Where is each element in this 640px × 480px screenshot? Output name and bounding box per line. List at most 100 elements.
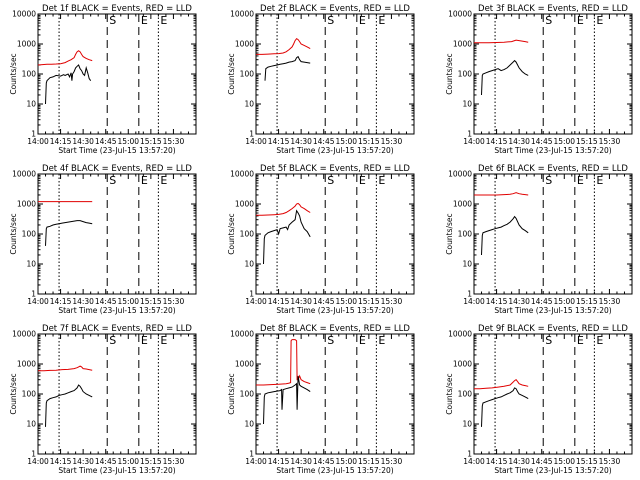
- y-tick-label: 10000: [12, 170, 36, 179]
- x-tick-label: 14:45: [531, 297, 553, 306]
- chart-panel: Det 6f BLACK = Events, RED = LLD 1 10 100 10…: [445, 164, 633, 315]
- x-tick-label: 14:00: [245, 457, 267, 466]
- x-axis-label: Start Time (23-Jul-15 13:57:20): [58, 146, 175, 155]
- x-tick-label: 14:30: [290, 297, 312, 306]
- x-tick-label: 15:00: [553, 137, 575, 146]
- y-tick-label: 10: [26, 100, 36, 109]
- events-series-line: [264, 55, 311, 81]
- marker-label: S: [109, 174, 116, 187]
- x-tick-label: 14:15: [268, 137, 290, 146]
- plot-frame: [473, 333, 633, 455]
- x-tick-label: 14:15: [486, 137, 508, 146]
- x-tick-label: 15:15: [576, 457, 598, 466]
- x-tick-label: 15:15: [358, 457, 380, 466]
- plot-frame: [255, 333, 415, 455]
- x-tick-label: 14:45: [95, 137, 117, 146]
- events-series-line: [263, 209, 311, 265]
- y-tick-label: 10: [462, 420, 472, 429]
- y-tick-label: 1000: [17, 40, 36, 49]
- marker-label: E: [359, 14, 366, 27]
- y-tick-label: 100: [458, 230, 473, 239]
- chart-panel: Det 4f BLACK = Events, RED = LLD 1 10 100 10…: [9, 164, 197, 315]
- lld-series-line: [474, 39, 529, 44]
- x-tick-label: 14:45: [313, 457, 335, 466]
- plot-frame: [473, 13, 633, 135]
- x-tick-label: 14:45: [531, 457, 553, 466]
- x-tick-label: 15:00: [553, 457, 575, 466]
- lld-series-line: [256, 339, 311, 386]
- x-tick-label: 14:15: [268, 297, 290, 306]
- events-series-line: [481, 59, 529, 96]
- y-axis-label: Counts/sec: [9, 213, 18, 254]
- y-axis-label: Counts/sec: [445, 373, 454, 414]
- y-tick-label: 1000: [235, 360, 254, 369]
- plot-frame: [37, 13, 197, 135]
- marker-label: E: [577, 174, 584, 187]
- x-tick-label: 15:15: [140, 297, 162, 306]
- lld-series-line: [474, 379, 529, 390]
- chart-title: Det 1f BLACK = Events, RED = LLD: [42, 4, 192, 14]
- marker-label: E: [359, 334, 366, 347]
- x-tick-label: 14:30: [290, 137, 312, 146]
- x-tick-label: 14:45: [313, 137, 335, 146]
- y-axis-label: Counts/sec: [227, 53, 236, 94]
- lld-series-line: [474, 192, 529, 196]
- marker-label: S: [545, 14, 552, 27]
- y-axis-label: Counts/sec: [445, 53, 454, 94]
- events-series-line: [263, 375, 311, 425]
- x-tick-label: 14:15: [486, 457, 508, 466]
- chart-panel: Det 2f BLACK = Events, RED = LLD 1 10 100 10…: [227, 4, 415, 155]
- x-tick-label: 14:00: [245, 137, 267, 146]
- x-tick-label: 14:00: [27, 297, 49, 306]
- y-tick-label: 10000: [448, 170, 472, 179]
- marker-label: S: [327, 174, 334, 187]
- y-tick-label: 10: [244, 260, 254, 269]
- x-tick-label: 14:45: [531, 137, 553, 146]
- x-axis-label: Start Time (23-Jul-15 13:57:20): [276, 146, 393, 155]
- chart-title: Det 9f BLACK = Events, RED = LLD: [478, 324, 628, 334]
- lld-series-line: [256, 202, 311, 216]
- chart-panel: Det 1f BLACK = Events, RED = LLD 1 10 100 10…: [9, 4, 197, 155]
- x-tick-label: 15:30: [163, 297, 185, 306]
- x-tick-label: 14:30: [290, 457, 312, 466]
- x-tick-label: 14:30: [72, 297, 94, 306]
- x-tick-label: 15:00: [117, 297, 139, 306]
- y-tick-label: 10000: [230, 10, 254, 19]
- marker-label: E: [596, 334, 603, 347]
- chart-panel: Det 8f BLACK = Events, RED = LLD 1 10 100 10…: [227, 324, 415, 475]
- marker-label: E: [577, 14, 584, 27]
- y-tick-label: 10: [26, 420, 36, 429]
- x-tick-label: 14:30: [508, 457, 530, 466]
- marker-label: E: [141, 14, 148, 27]
- y-tick-label: 1: [249, 130, 254, 139]
- marker-label: E: [596, 174, 603, 187]
- marker-label: E: [141, 174, 148, 187]
- x-tick-label: 14:15: [50, 137, 72, 146]
- x-tick-label: 15:30: [381, 297, 403, 306]
- y-tick-label: 100: [458, 390, 473, 399]
- x-tick-label: 15:00: [117, 457, 139, 466]
- x-tick-label: 14:45: [95, 297, 117, 306]
- y-tick-label: 1000: [453, 200, 472, 209]
- chart-panel: Det 9f BLACK = Events, RED = LLD 1 10 100 10…: [445, 324, 633, 475]
- marker-label: E: [378, 174, 385, 187]
- x-tick-label: 14:15: [50, 457, 72, 466]
- events-series-line: [481, 215, 529, 256]
- marker-label: E: [596, 14, 603, 27]
- y-tick-label: 100: [240, 390, 255, 399]
- x-axis-label: Start Time (23-Jul-15 13:57:20): [494, 466, 611, 475]
- x-tick-label: 14:30: [72, 457, 94, 466]
- x-axis-label: Start Time (23-Jul-15 13:57:20): [276, 306, 393, 315]
- chart-title: Det 8f BLACK = Events, RED = LLD: [260, 324, 410, 334]
- y-tick-label: 1000: [453, 360, 472, 369]
- y-tick-label: 1000: [453, 40, 472, 49]
- x-tick-label: 15:30: [381, 457, 403, 466]
- y-tick-label: 1: [31, 450, 36, 459]
- marker-label: E: [160, 334, 167, 347]
- y-tick-label: 10000: [230, 330, 254, 339]
- y-tick-label: 10000: [12, 10, 36, 19]
- y-tick-label: 1000: [235, 200, 254, 209]
- y-tick-label: 10: [244, 100, 254, 109]
- chart-title: Det 3f BLACK = Events, RED = LLD: [478, 4, 628, 14]
- marker-label: E: [160, 174, 167, 187]
